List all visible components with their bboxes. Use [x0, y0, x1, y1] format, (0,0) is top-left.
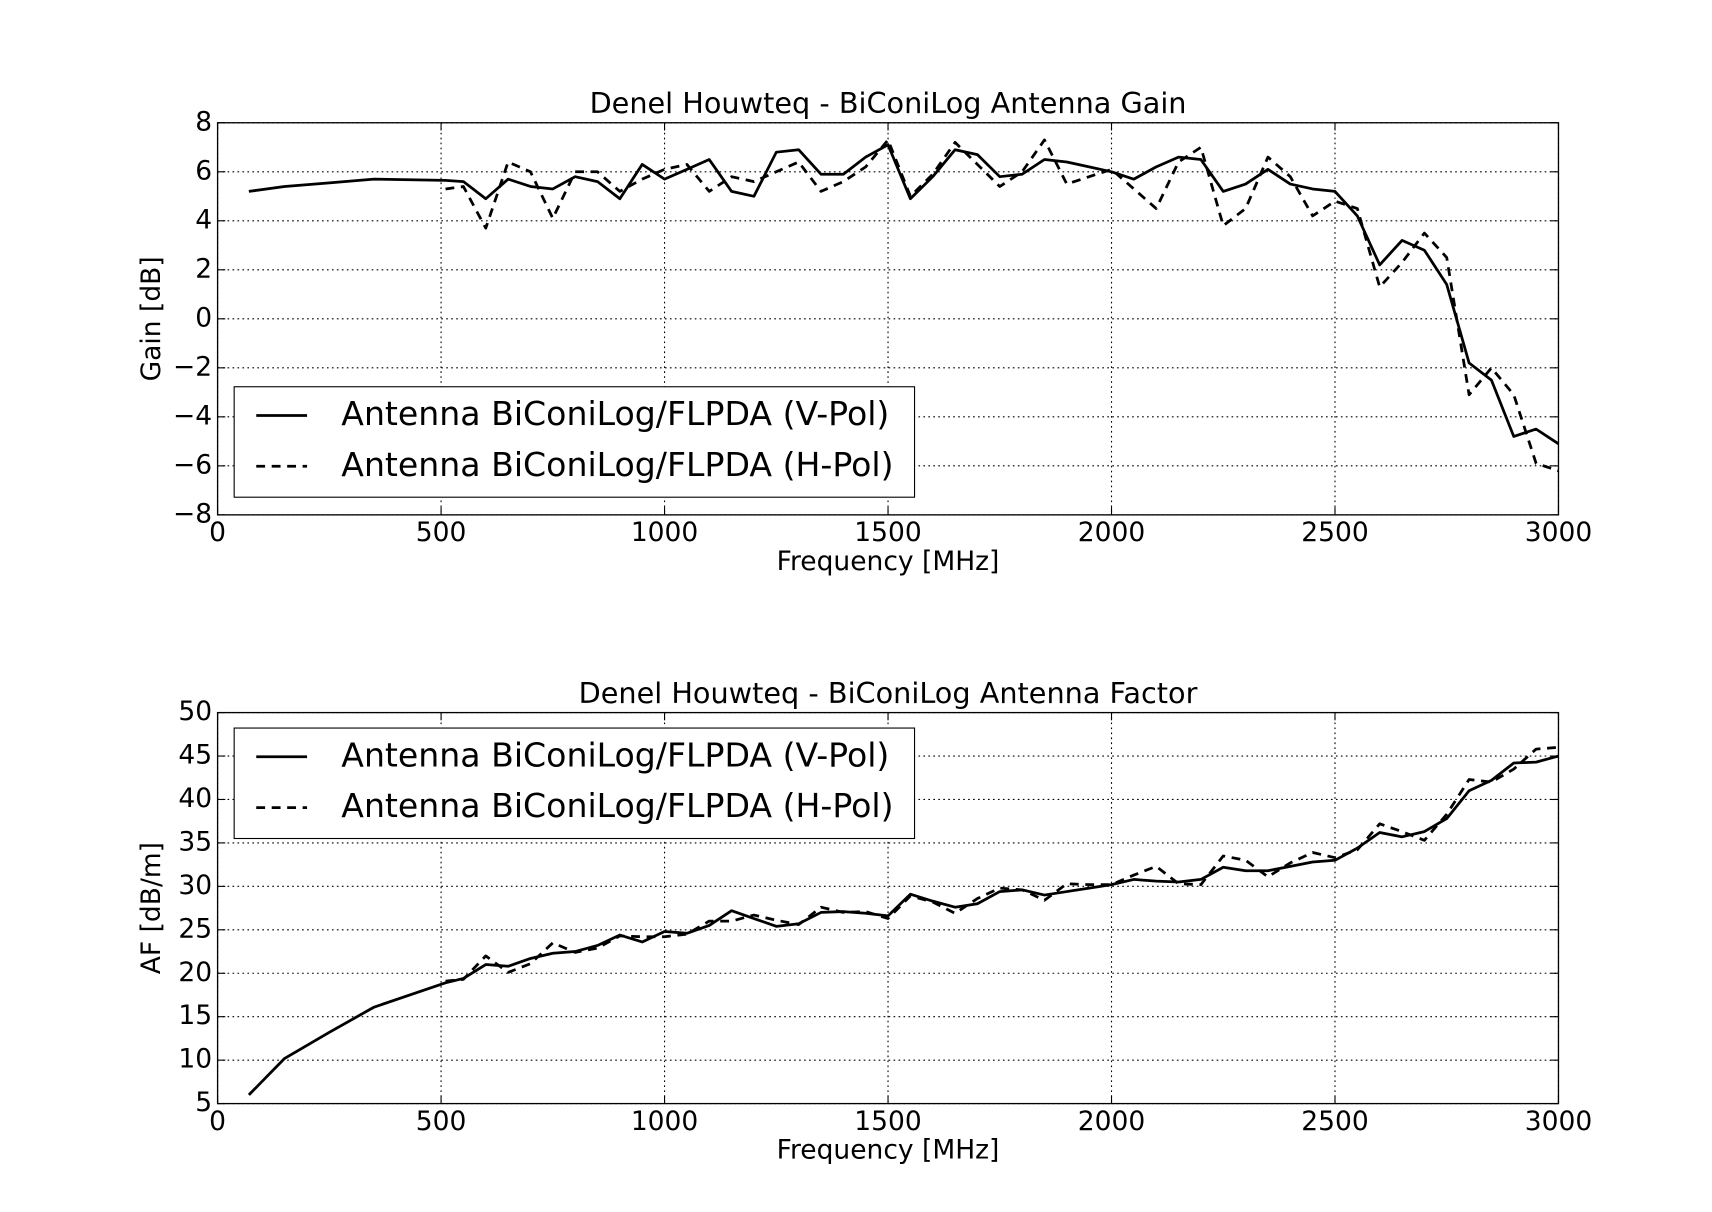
y-tick-label: 30: [178, 870, 212, 901]
x-tick-label: 3000: [1525, 517, 1592, 548]
y-tick-label: −8: [173, 498, 212, 529]
subplot: 0 500 1000 1500 2000 2500 3000 −8 −6 −4 −2 0 2 4 6 8 Den…: [136, 86, 1592, 577]
chart-title: Denel Houwteq - BiConiLog Antenna Factor: [579, 676, 1198, 710]
x-tick-label: 500: [416, 1106, 467, 1137]
x-tick-label: 1000: [631, 1106, 698, 1137]
y-tick-label: 40: [178, 783, 212, 814]
y-tick-label: 6: [195, 155, 212, 186]
x-axis-label: Frequency [MHz]: [777, 546, 1000, 577]
legend-label: Antenna BiConiLog/FLPDA (V-Pol): [341, 735, 889, 774]
series-line: [248, 143, 1560, 445]
x-tick-label: 2000: [1078, 517, 1145, 548]
x-tick-label: 2500: [1301, 517, 1368, 548]
legend: Antenna BiConiLog/FLPDA (V-Pol) Antenna B…: [233, 727, 916, 840]
series-line: [445, 138, 1559, 473]
y-tick-label: 0: [195, 302, 212, 333]
y-tick-label: 2: [195, 253, 212, 284]
legend-label: Antenna BiConiLog/FLPDA (V-Pol): [341, 394, 889, 433]
x-tick-label: 2000: [1078, 1106, 1145, 1137]
x-axis-label: Frequency [MHz]: [777, 1135, 1000, 1166]
x-tick-label: 2500: [1301, 1106, 1368, 1137]
subplot: 0 500 1000 1500 2000 2500 3000 5 10 15 20 25 30 35 40 4…: [136, 676, 1592, 1166]
legend-box: [233, 386, 916, 498]
y-tick-label: 20: [178, 957, 212, 988]
chart-title: Denel Houwteq - BiConiLog Antenna Gain: [590, 86, 1187, 120]
y-tick-label: 8: [195, 106, 212, 137]
y-tick-label: −6: [173, 449, 212, 480]
x-tick-label: 0: [209, 1106, 226, 1137]
y-tick-label: 10: [178, 1044, 212, 1075]
y-tick-label: −2: [173, 351, 212, 382]
x-tick-label: 500: [416, 517, 467, 548]
series-line: [445, 745, 1559, 983]
x-tick-label: 1500: [854, 517, 921, 548]
y-tick-label: 5: [195, 1087, 212, 1118]
y-tick-label: −4: [173, 400, 212, 431]
y-tick-label: 25: [178, 913, 212, 944]
legend-label: Antenna BiConiLog/FLPDA (H-Pol): [341, 445, 893, 484]
axes-frame: [216, 711, 1560, 1105]
axes-frame: [216, 122, 1560, 516]
x-tick-label: 1500: [854, 1106, 921, 1137]
y-tick-label: 15: [178, 1000, 212, 1031]
x-tick-label: 3000: [1525, 1106, 1592, 1137]
y-tick-label: 50: [178, 696, 212, 727]
y-tick-label: 45: [178, 740, 212, 771]
x-tick-label: 1000: [631, 517, 698, 548]
x-tick-label: 0: [209, 517, 226, 548]
y-tick-label: 4: [195, 204, 212, 235]
legend-box: [233, 727, 916, 840]
y-axis-label: Gain [dB]: [136, 256, 167, 381]
y-axis-label: AF [dB/m]: [136, 842, 167, 974]
legend-label: Antenna BiConiLog/FLPDA (H-Pol): [341, 786, 893, 825]
y-tick-label: 35: [178, 826, 212, 857]
legend: Antenna BiConiLog/FLPDA (V-Pol) Antenna B…: [233, 386, 916, 498]
